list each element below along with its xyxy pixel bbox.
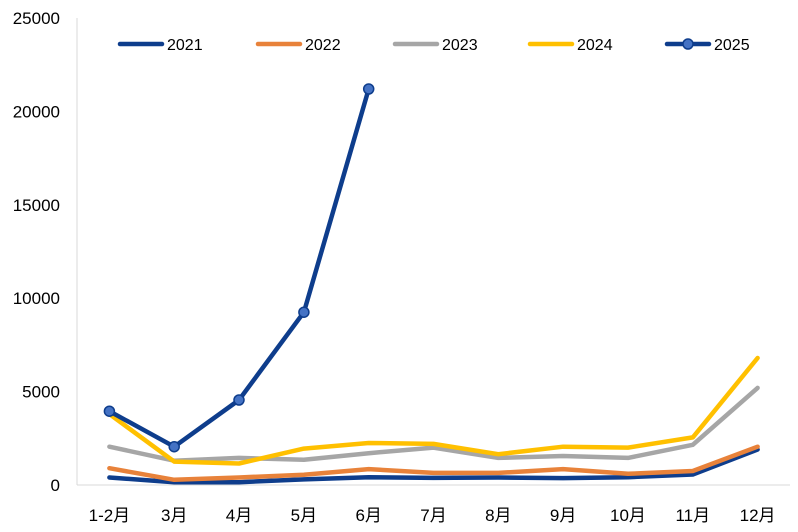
x-tick-label: 8月 [485,506,511,525]
data-point-2025 [298,306,310,318]
data-point-2025 [103,405,116,417]
x-tick-label: 5月 [291,506,317,525]
series-2023 [107,385,760,463]
y-tick-label: 0 [51,476,60,495]
data-point-2025 [233,394,245,406]
data-point-2025 [362,83,375,95]
series-layer [103,83,760,485]
series-line-2024 [107,355,760,466]
series-line-2023 [107,385,760,463]
legend-item-2023: 2023 [392,37,478,54]
y-tick-label: 15000 [13,196,60,215]
legend-item-2025: 2025 [664,37,750,54]
x-tick-label: 10月 [610,506,646,525]
y-tick-label: 25000 [13,9,60,28]
x-axis-ticks: 1-2月 3月 4月 5月 6月 7月 8月 9月 10月 11月 12月 [89,506,776,525]
x-tick-label: 6月 [355,506,381,525]
y-tick-label: 10000 [13,289,60,308]
x-tick-label: 7月 [420,506,446,525]
legend-marker [682,38,694,50]
data-point-2025 [168,440,180,453]
x-tick-label: 4月 [226,506,252,525]
x-tick-label: 3月 [161,506,187,525]
series-2021 [107,447,760,485]
legend-label: 2022 [305,37,341,54]
x-tick-label: 12月 [740,506,776,525]
series-line-2022 [107,444,760,483]
legend-item-2022: 2022 [255,37,341,54]
series-line-2025 [107,86,371,449]
legend: 2021 2022 2023 2024 2025 [117,37,750,54]
series-2022 [107,444,760,483]
legend-label: 2021 [167,37,203,54]
x-tick-label: 1-2月 [89,506,131,525]
y-tick-label: 20000 [13,102,60,121]
x-tick-label: 9月 [550,506,576,525]
series-line-2021 [107,447,760,485]
legend-item-2021: 2021 [117,37,203,54]
legend-item-2024: 2024 [527,37,613,54]
series-2024 [107,355,760,466]
y-axis-ticks: 0 5000 10000 15000 20000 25000 [13,9,60,495]
x-tick-label: 11月 [675,506,710,525]
legend-label: 2025 [714,37,750,54]
legend-label: 2023 [442,37,478,54]
series-2025 [103,83,375,453]
legend-label: 2024 [577,37,613,54]
y-tick-label: 5000 [22,383,60,402]
